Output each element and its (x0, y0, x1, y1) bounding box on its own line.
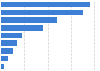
Bar (1, 56, 8, 61)
Bar (1, 40, 17, 46)
Bar (1, 17, 57, 23)
Bar (1, 64, 4, 69)
Bar (1, 48, 13, 54)
Bar (1, 2, 90, 7)
Bar (1, 10, 83, 15)
Bar (1, 25, 43, 31)
Bar (1, 33, 22, 38)
